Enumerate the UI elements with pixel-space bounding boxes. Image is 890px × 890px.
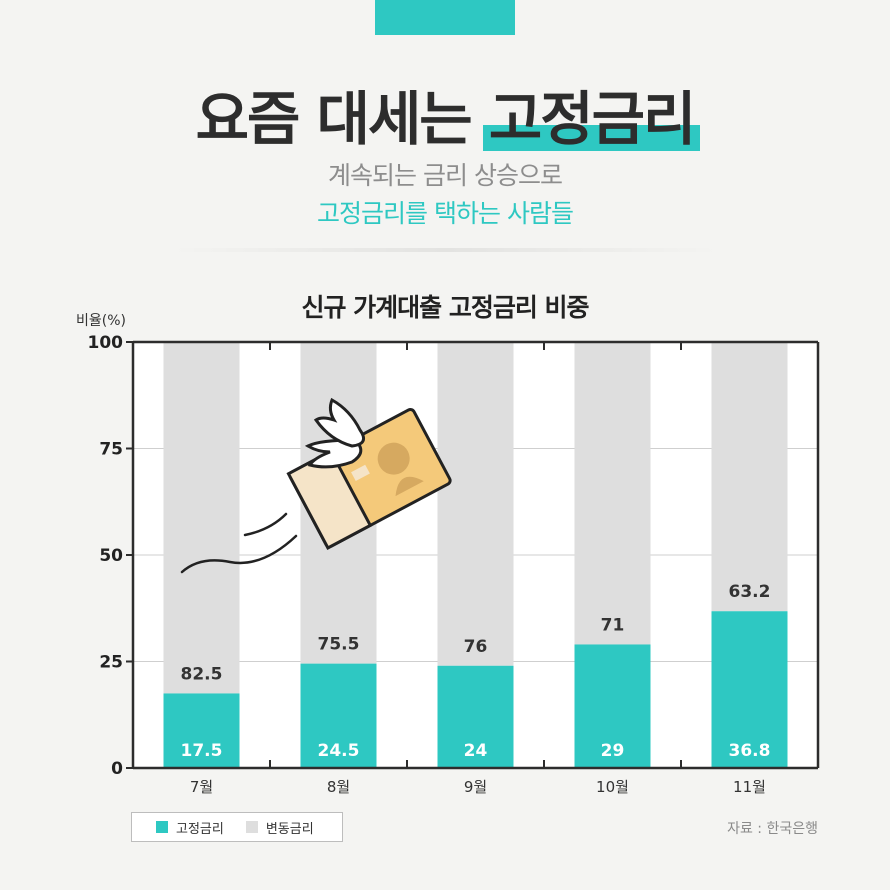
bar-variable xyxy=(711,342,788,612)
motion-line xyxy=(180,534,298,574)
legend: 고정금리 변동금리 xyxy=(131,812,343,842)
data-label-fixed: 36.8 xyxy=(729,741,771,761)
y-tick-label: 100 xyxy=(88,333,124,353)
motion-line xyxy=(243,512,288,537)
bar-variable xyxy=(163,342,240,694)
bar-fixed xyxy=(437,665,514,768)
data-label-variable: 71 xyxy=(601,615,625,635)
bar-variable xyxy=(574,342,651,645)
data-label-variable: 82.5 xyxy=(181,664,223,684)
bar-fixed xyxy=(574,644,651,768)
x-tick-label: 11월 xyxy=(733,778,766,796)
bar-fixed xyxy=(300,663,377,768)
data-label-fixed: 24 xyxy=(464,741,488,761)
bar-variable xyxy=(437,342,514,666)
subtitle-line-2: 고정금리를 택하는 사람들 xyxy=(317,199,574,228)
x-tick-label: 7월 xyxy=(190,778,213,796)
title-main: 요즘 대세는 xyxy=(195,85,473,153)
x-tick-label: 8월 xyxy=(327,778,350,796)
data-label-variable: 75.5 xyxy=(318,635,360,655)
wing-feather xyxy=(313,397,366,448)
data-label-fixed: 29 xyxy=(601,741,625,761)
chart-title: 신규 가계대출 고정금리 비중 xyxy=(301,293,589,322)
data-label-fixed: 17.5 xyxy=(181,741,223,761)
title-highlight-wrap: 고정금리 xyxy=(482,85,701,153)
legend-item-variable: 변동금리 xyxy=(245,818,314,837)
legend-swatch-variable xyxy=(245,821,258,833)
y-axis-label: 비율(%) xyxy=(76,313,126,329)
data-label-fixed: 24.5 xyxy=(318,741,360,761)
flying-card-icon xyxy=(286,407,452,550)
page-title: 요즘 대세는 고정금리 xyxy=(0,72,890,156)
legend-swatch-fixed xyxy=(156,821,168,833)
divider xyxy=(170,248,720,252)
top-accent-tab xyxy=(375,0,515,35)
wing-icon xyxy=(304,397,366,469)
legend-label-variable: 변동금리 xyxy=(265,821,314,837)
y-tick-label: 0 xyxy=(111,759,123,779)
card-mark xyxy=(351,464,370,482)
data-label-variable: 63.2 xyxy=(729,582,771,602)
source-note: 자료 : 한국은행 xyxy=(727,821,818,837)
bar-fixed xyxy=(163,693,240,768)
wing-feather xyxy=(304,438,363,469)
y-tick-label: 75 xyxy=(99,440,123,460)
card-chip-base xyxy=(395,476,424,497)
card-chip xyxy=(377,442,410,475)
y-tick-label: 25 xyxy=(99,653,123,673)
x-tick-label: 9월 xyxy=(464,778,487,796)
subtitle-line-1: 계속되는 금리 상승으로 xyxy=(328,161,563,190)
title-highlight: 고정금리 xyxy=(488,85,696,153)
data-label-variable: 76 xyxy=(464,637,488,657)
bar-fixed xyxy=(711,611,788,768)
legend-item-fixed: 고정금리 xyxy=(156,818,224,837)
legend-label-fixed: 고정금리 xyxy=(176,821,224,837)
x-tick-label: 10월 xyxy=(596,778,629,796)
y-tick-label: 50 xyxy=(99,546,123,566)
card-stripe xyxy=(286,449,373,550)
